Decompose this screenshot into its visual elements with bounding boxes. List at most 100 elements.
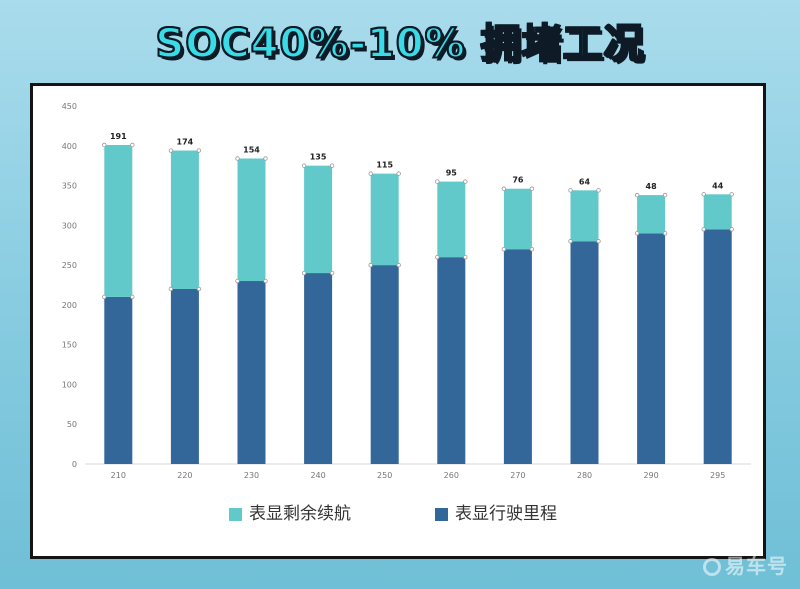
- data-label-210: 191: [110, 132, 127, 141]
- bar-corner-marker: [701, 227, 706, 232]
- bar-corner-marker: [130, 294, 135, 300]
- bar-driven-270: [503, 249, 532, 464]
- bar-corner-marker: [168, 286, 174, 292]
- watermark: 易车号: [703, 550, 788, 579]
- y-tick-label: 350: [62, 182, 77, 191]
- y-tick-label: 0: [72, 460, 77, 469]
- watermark-text: 易车号: [725, 554, 788, 578]
- data-label-270: 76: [512, 176, 524, 185]
- y-tick-label: 200: [62, 301, 77, 310]
- bar-corner-marker: [102, 142, 107, 148]
- bar-corner-marker: [235, 278, 240, 284]
- watermark-logo-icon: [703, 558, 721, 576]
- bar-corner-marker: [368, 171, 373, 176]
- bar-corner-marker: [396, 262, 401, 268]
- x-tick-label: 220: [177, 471, 192, 480]
- bar-corner-marker: [729, 227, 734, 232]
- bar-driven-240: [304, 273, 333, 464]
- data-label-260: 95: [446, 169, 458, 178]
- bar-corner-markers: [102, 142, 734, 300]
- data-label-240: 135: [310, 153, 327, 162]
- bar-remaining-210: [104, 144, 133, 297]
- page-headline: SOC40%-10% 拥堵工况: [154, 20, 645, 68]
- bar-corner-marker: [463, 179, 468, 184]
- bar-corner-marker: [329, 270, 335, 276]
- bar-corner-marker: [568, 239, 573, 244]
- x-tick-label: 270: [510, 471, 525, 480]
- bar-corner-marker: [396, 171, 401, 176]
- bar-corner-marker: [263, 156, 268, 161]
- data-label-290: 48: [646, 182, 658, 191]
- x-tick-label: 290: [643, 471, 658, 480]
- data-label-295: 44: [712, 181, 724, 190]
- bar-driven-290: [637, 233, 666, 464]
- bar-corner-marker: [596, 239, 601, 244]
- bar-remaining-250: [370, 173, 399, 266]
- data-label-250: 115: [376, 161, 393, 170]
- bar-corner-marker: [529, 246, 535, 252]
- bar-corner-marker: [729, 192, 734, 197]
- bar-corner-marker: [662, 231, 668, 236]
- y-tick-label: 450: [62, 102, 77, 111]
- data-label-280: 64: [579, 177, 591, 186]
- bar-corner-marker: [701, 192, 706, 197]
- x-tick-label: 280: [577, 471, 592, 480]
- x-tick-label: 250: [377, 471, 392, 480]
- bar-corner-marker: [329, 163, 335, 168]
- data-label-230: 154: [243, 146, 260, 155]
- bar-corner-marker: [168, 148, 174, 153]
- bar-remaining-295: [703, 194, 732, 230]
- bar-corner-marker: [634, 192, 640, 198]
- data-labels: 191 174 154 135 115 95 76 64 48 44: [110, 132, 724, 191]
- y-tick-label: 300: [62, 221, 77, 230]
- bar-driven-220: [170, 288, 199, 464]
- bar-remaining-220: [170, 150, 199, 289]
- bar-series: [104, 144, 732, 464]
- bar-driven-295: [703, 229, 732, 464]
- bar-corner-marker: [301, 163, 307, 168]
- y-tick-label: 250: [62, 261, 77, 270]
- bar-remaining-280: [570, 190, 599, 242]
- bar-corner-marker: [568, 188, 573, 193]
- bar-driven-260: [437, 257, 466, 464]
- bar-corner-marker: [235, 156, 240, 161]
- bar-remaining-270: [503, 188, 532, 250]
- x-tick-label: 260: [444, 471, 459, 480]
- bar-corner-marker: [596, 188, 601, 193]
- y-tick-label: 400: [62, 142, 77, 151]
- bar-corner-marker: [501, 186, 507, 191]
- legend-label-remaining: 表显剩余续航: [249, 504, 351, 524]
- x-tick-label: 295: [710, 471, 725, 480]
- bar-corner-marker: [435, 254, 440, 260]
- bar-driven-250: [370, 265, 399, 464]
- bar-remaining-260: [437, 181, 466, 258]
- bar-corner-marker: [501, 246, 507, 252]
- bar-corner-marker: [263, 278, 268, 284]
- bar-corner-marker: [662, 192, 668, 198]
- bar-driven-230: [237, 281, 266, 464]
- bar-corner-marker: [634, 231, 640, 236]
- y-axis: 0 50 100 150 200 250 300 350 400 450: [62, 102, 77, 469]
- legend-label-driven: 表显行驶里程: [455, 504, 557, 524]
- bar-corner-marker: [130, 142, 135, 148]
- bar-driven-280: [570, 241, 599, 464]
- bar-corner-marker: [102, 294, 107, 300]
- bar-corner-marker: [301, 270, 307, 276]
- data-label-220: 174: [177, 138, 194, 147]
- bar-corner-marker: [435, 179, 440, 184]
- bar-remaining-240: [304, 165, 333, 274]
- legend-swatch-remaining: [229, 508, 242, 521]
- bar-corner-marker: [463, 254, 468, 260]
- stacked-bar-chart: 0 50 100 150 200 250 300 350 400 450 210 220 230 240…: [62, 102, 751, 524]
- x-axis: 210 220 230 240 250 260 270 280 290 295: [85, 463, 751, 480]
- chart-legend: 表显剩余续航 表显行驶里程: [229, 504, 557, 524]
- x-tick-label: 240: [310, 471, 325, 480]
- y-tick-label: 50: [67, 420, 77, 429]
- y-tick-label: 150: [62, 341, 77, 350]
- chart-frame: 0 50 100 150 200 250 300 350 400 450 210 220 230 240…: [30, 83, 766, 559]
- y-tick-label: 100: [62, 380, 77, 389]
- x-tick-label: 230: [244, 471, 259, 480]
- bar-remaining-290: [637, 195, 666, 234]
- bar-remaining-230: [237, 158, 266, 282]
- bar-corner-marker: [196, 286, 202, 292]
